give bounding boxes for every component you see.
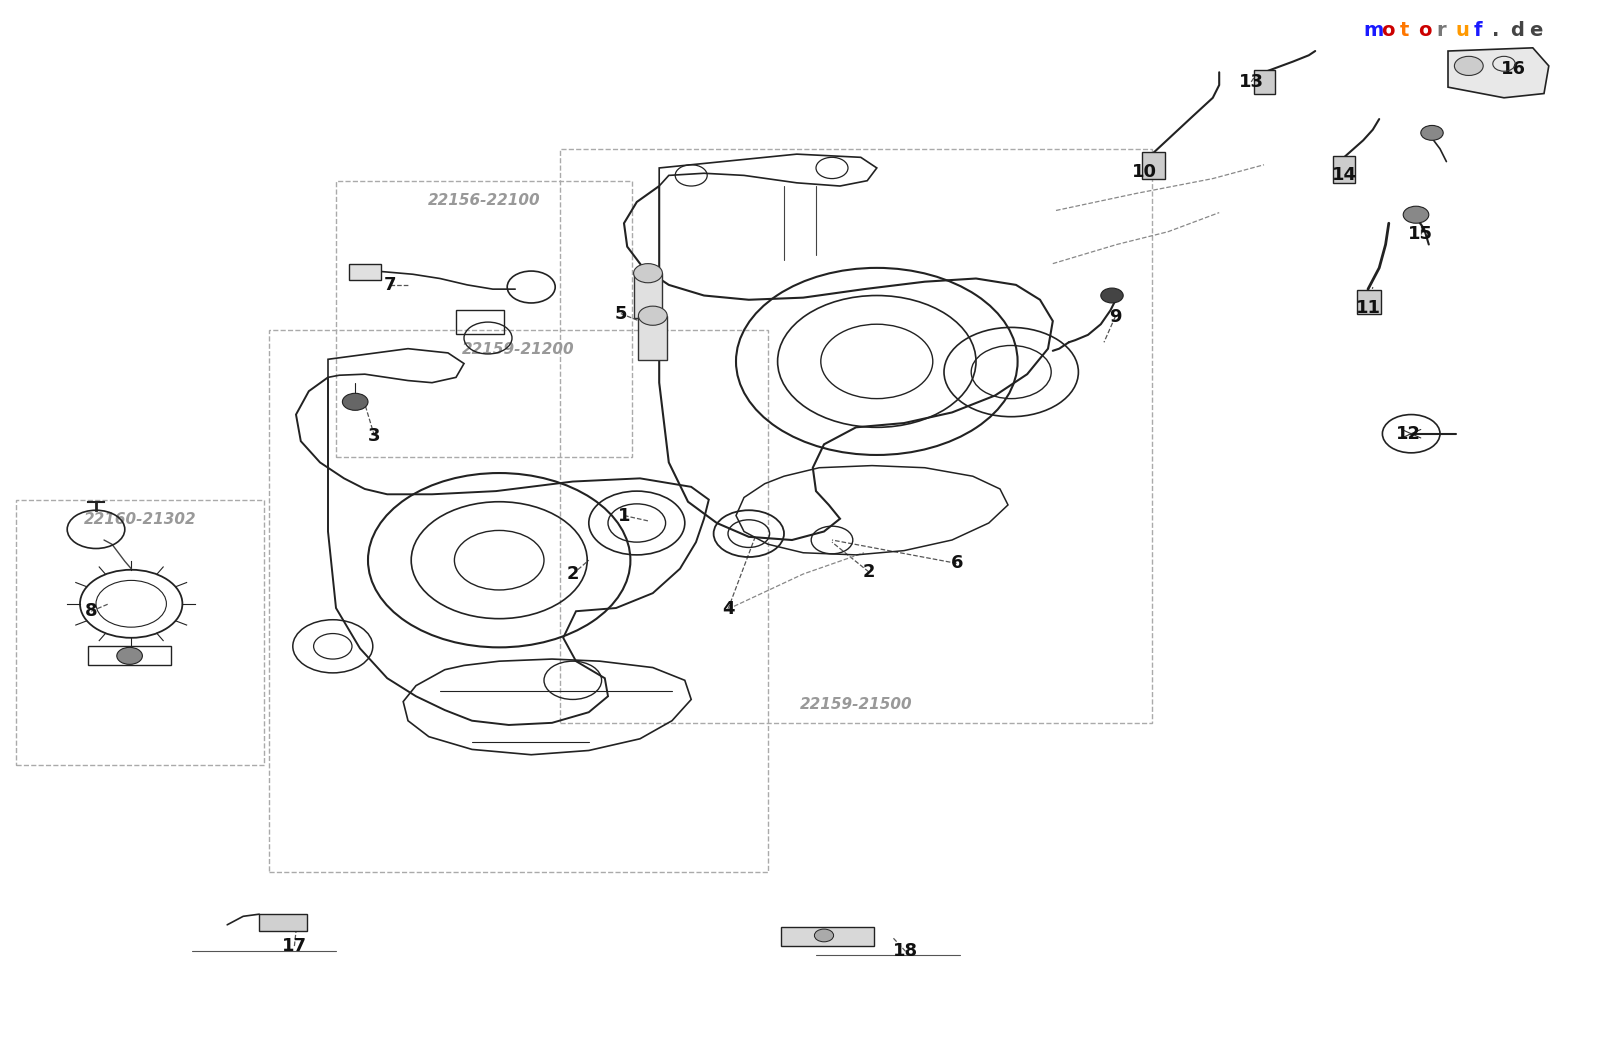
Text: 11: 11 — [1355, 300, 1381, 317]
Text: 22160-21302: 22160-21302 — [83, 512, 197, 527]
Text: o: o — [1381, 21, 1395, 40]
Circle shape — [1421, 125, 1443, 140]
Text: u: u — [1454, 21, 1469, 40]
Circle shape — [117, 647, 142, 664]
Bar — [16, 500, 264, 765]
Text: 22159-21200: 22159-21200 — [462, 342, 574, 357]
Text: m: m — [1363, 21, 1384, 40]
Bar — [259, 914, 307, 931]
Text: 7: 7 — [384, 276, 397, 293]
Text: 8: 8 — [85, 603, 98, 620]
Text: 18: 18 — [893, 943, 918, 960]
Bar — [349, 264, 381, 280]
Bar — [269, 330, 768, 872]
Bar — [336, 181, 632, 457]
Text: 1: 1 — [618, 507, 630, 524]
Bar — [781, 927, 874, 946]
Text: e: e — [1528, 21, 1542, 40]
Text: 16: 16 — [1501, 61, 1526, 78]
Text: o: o — [1418, 21, 1432, 40]
Text: .: . — [1491, 21, 1499, 40]
Text: 22159-21500: 22159-21500 — [800, 697, 912, 712]
Bar — [1254, 70, 1275, 94]
Circle shape — [1403, 206, 1429, 223]
Text: 17: 17 — [282, 938, 307, 955]
Text: d: d — [1510, 21, 1525, 40]
Text: r: r — [1437, 21, 1446, 40]
Text: 12: 12 — [1395, 425, 1421, 442]
Circle shape — [634, 264, 662, 283]
Text: 10: 10 — [1131, 164, 1157, 181]
Circle shape — [1101, 288, 1123, 303]
Circle shape — [1454, 56, 1483, 75]
Text: 9: 9 — [1109, 308, 1122, 325]
Bar — [1142, 152, 1165, 179]
Bar — [1333, 156, 1355, 183]
Bar — [560, 149, 1152, 723]
Bar — [634, 273, 662, 318]
Polygon shape — [1448, 48, 1549, 98]
Text: t: t — [1400, 21, 1410, 40]
Bar — [88, 646, 171, 665]
Text: f: f — [1474, 21, 1482, 40]
Text: 14: 14 — [1331, 167, 1357, 184]
Text: 2: 2 — [862, 563, 875, 580]
Text: 22156-22100: 22156-22100 — [427, 193, 541, 208]
Circle shape — [342, 393, 368, 410]
Text: 13: 13 — [1238, 73, 1264, 90]
Bar — [638, 316, 667, 360]
Text: 2: 2 — [566, 566, 579, 583]
Bar — [1357, 290, 1381, 314]
Circle shape — [814, 929, 834, 942]
Text: 3: 3 — [368, 427, 381, 444]
Circle shape — [638, 306, 667, 325]
Text: 4: 4 — [722, 601, 734, 618]
Text: 15: 15 — [1408, 225, 1434, 242]
Text: 5: 5 — [614, 305, 627, 322]
Bar — [456, 310, 504, 334]
Text: 6: 6 — [950, 555, 963, 572]
